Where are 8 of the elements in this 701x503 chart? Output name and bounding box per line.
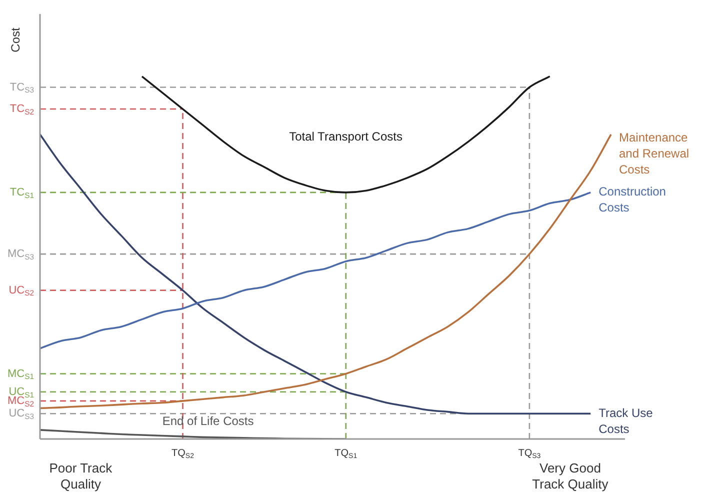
series-label: Track Use Costs bbox=[598, 406, 654, 436]
x-tick-label: Poor Track Quality bbox=[49, 460, 113, 492]
text: Total Transport Costs bbox=[289, 130, 402, 144]
x-tick-label: Very Good Track Quality bbox=[532, 460, 609, 492]
series-label: Construction Costs bbox=[598, 184, 666, 215]
series-label: End of Life Costs bbox=[162, 414, 254, 428]
y-axis-title: Cost bbox=[8, 26, 22, 52]
series-label: Maintenance and Renewal Costs bbox=[619, 130, 690, 177]
